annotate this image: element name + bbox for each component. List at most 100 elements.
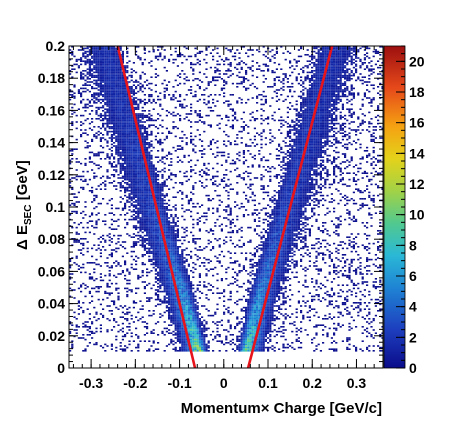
heatmap-cell [106, 73, 109, 75]
heatmap-cell [93, 60, 96, 62]
heatmap-cell [326, 113, 329, 115]
heatmap-cell [135, 146, 138, 149]
heatmap-cell [88, 70, 91, 72]
heatmap-cell [126, 76, 129, 78]
heatmap-cell [117, 122, 120, 125]
heatmap-cell [121, 108, 124, 110]
heatmap-cell [271, 114, 274, 117]
heatmap-cell [326, 172, 329, 174]
heatmap-cell [135, 129, 138, 131]
heatmap-cell [218, 127, 221, 130]
heatmap-cell [205, 68, 208, 70]
heatmap-cell [141, 177, 144, 179]
heatmap-cell [289, 191, 292, 194]
heatmap-cell [264, 169, 267, 171]
heatmap-cell [313, 129, 316, 131]
heatmap-cell [341, 172, 344, 174]
heatmap-cell [119, 73, 122, 75]
heatmap-cell [295, 103, 298, 106]
heatmap-cell [159, 103, 162, 106]
heatmap-cell [130, 74, 133, 77]
heatmap-cell [315, 135, 318, 138]
heatmap-cell [115, 60, 118, 62]
heatmap-cell [95, 98, 98, 101]
heatmap-cell [328, 186, 331, 189]
heatmap-cell [289, 102, 292, 104]
heatmap-cell [289, 156, 292, 158]
heatmap-cell [121, 151, 124, 154]
heatmap-cell [293, 174, 296, 176]
heatmap-cell [306, 110, 309, 112]
heatmap-cell [99, 166, 102, 168]
heatmap-cell [315, 134, 318, 136]
heatmap-cell [306, 106, 309, 109]
heatmap-cell [322, 167, 325, 170]
heatmap-cell [370, 172, 373, 174]
heatmap-cell [97, 153, 100, 155]
heatmap-cell [341, 138, 344, 141]
heatmap-cell [126, 170, 129, 173]
heatmap-cell [148, 82, 151, 85]
heatmap-cell [326, 161, 329, 163]
heatmap-cell [302, 111, 305, 114]
heatmap-cell [275, 175, 278, 178]
heatmap-cell [251, 65, 254, 67]
heatmap-cell [143, 126, 146, 128]
heatmap-cell [130, 167, 133, 170]
heatmap-cell [139, 154, 142, 157]
heatmap-cell [126, 47, 129, 50]
heatmap-cell [139, 87, 142, 90]
heatmap-cell [148, 153, 151, 155]
heatmap-cell [130, 111, 133, 114]
heatmap-cell [183, 106, 186, 109]
heatmap-cell [110, 153, 113, 155]
heatmap-cell [192, 185, 195, 187]
heatmap-cell [229, 143, 232, 146]
heatmap-cell [216, 151, 219, 154]
heatmap-cell [113, 126, 116, 128]
heatmap-cell [185, 142, 188, 144]
heatmap-cell [119, 90, 122, 93]
heatmap-cell [121, 143, 124, 146]
heatmap-cell [139, 186, 142, 189]
heatmap-cell [240, 137, 243, 139]
heatmap-cell [295, 170, 298, 173]
heatmap-cell [159, 193, 162, 195]
heatmap-cell [150, 140, 153, 142]
heatmap-cell [97, 106, 100, 109]
heatmap-cell [130, 170, 133, 173]
heatmap-cell [293, 156, 296, 158]
heatmap-cell [176, 161, 179, 163]
heatmap-cell [146, 132, 149, 134]
heatmap-cell [311, 113, 314, 115]
heatmap-cell [361, 98, 364, 101]
heatmap-cell [203, 98, 206, 101]
heatmap-cell [124, 186, 127, 189]
heatmap-cell [251, 183, 254, 186]
heatmap-cell [159, 196, 162, 198]
heatmap-cell [256, 68, 259, 70]
heatmap-cell [236, 158, 239, 160]
heatmap-cell [374, 49, 377, 51]
heatmap-cell [115, 119, 118, 122]
heatmap-cell [106, 105, 109, 107]
heatmap-cell [304, 191, 307, 194]
heatmap-cell [300, 95, 303, 98]
heatmap-cell [135, 81, 138, 83]
heatmap-cell [335, 68, 338, 70]
heatmap-cell [300, 191, 303, 194]
heatmap-cell [357, 118, 360, 120]
heatmap-cell [137, 106, 140, 109]
heatmap-cell [115, 127, 118, 130]
heatmap-cell [172, 121, 175, 123]
heatmap-cell [157, 191, 160, 194]
heatmap-cell [328, 105, 331, 107]
heatmap-cell [280, 191, 283, 194]
heatmap-cell [339, 62, 342, 64]
heatmap-cell [198, 79, 201, 82]
heatmap-cell [242, 150, 245, 152]
heatmap-cell [150, 196, 153, 198]
heatmap-cell [341, 183, 344, 186]
heatmap-cell [311, 127, 314, 130]
heatmap-cell [245, 194, 248, 197]
